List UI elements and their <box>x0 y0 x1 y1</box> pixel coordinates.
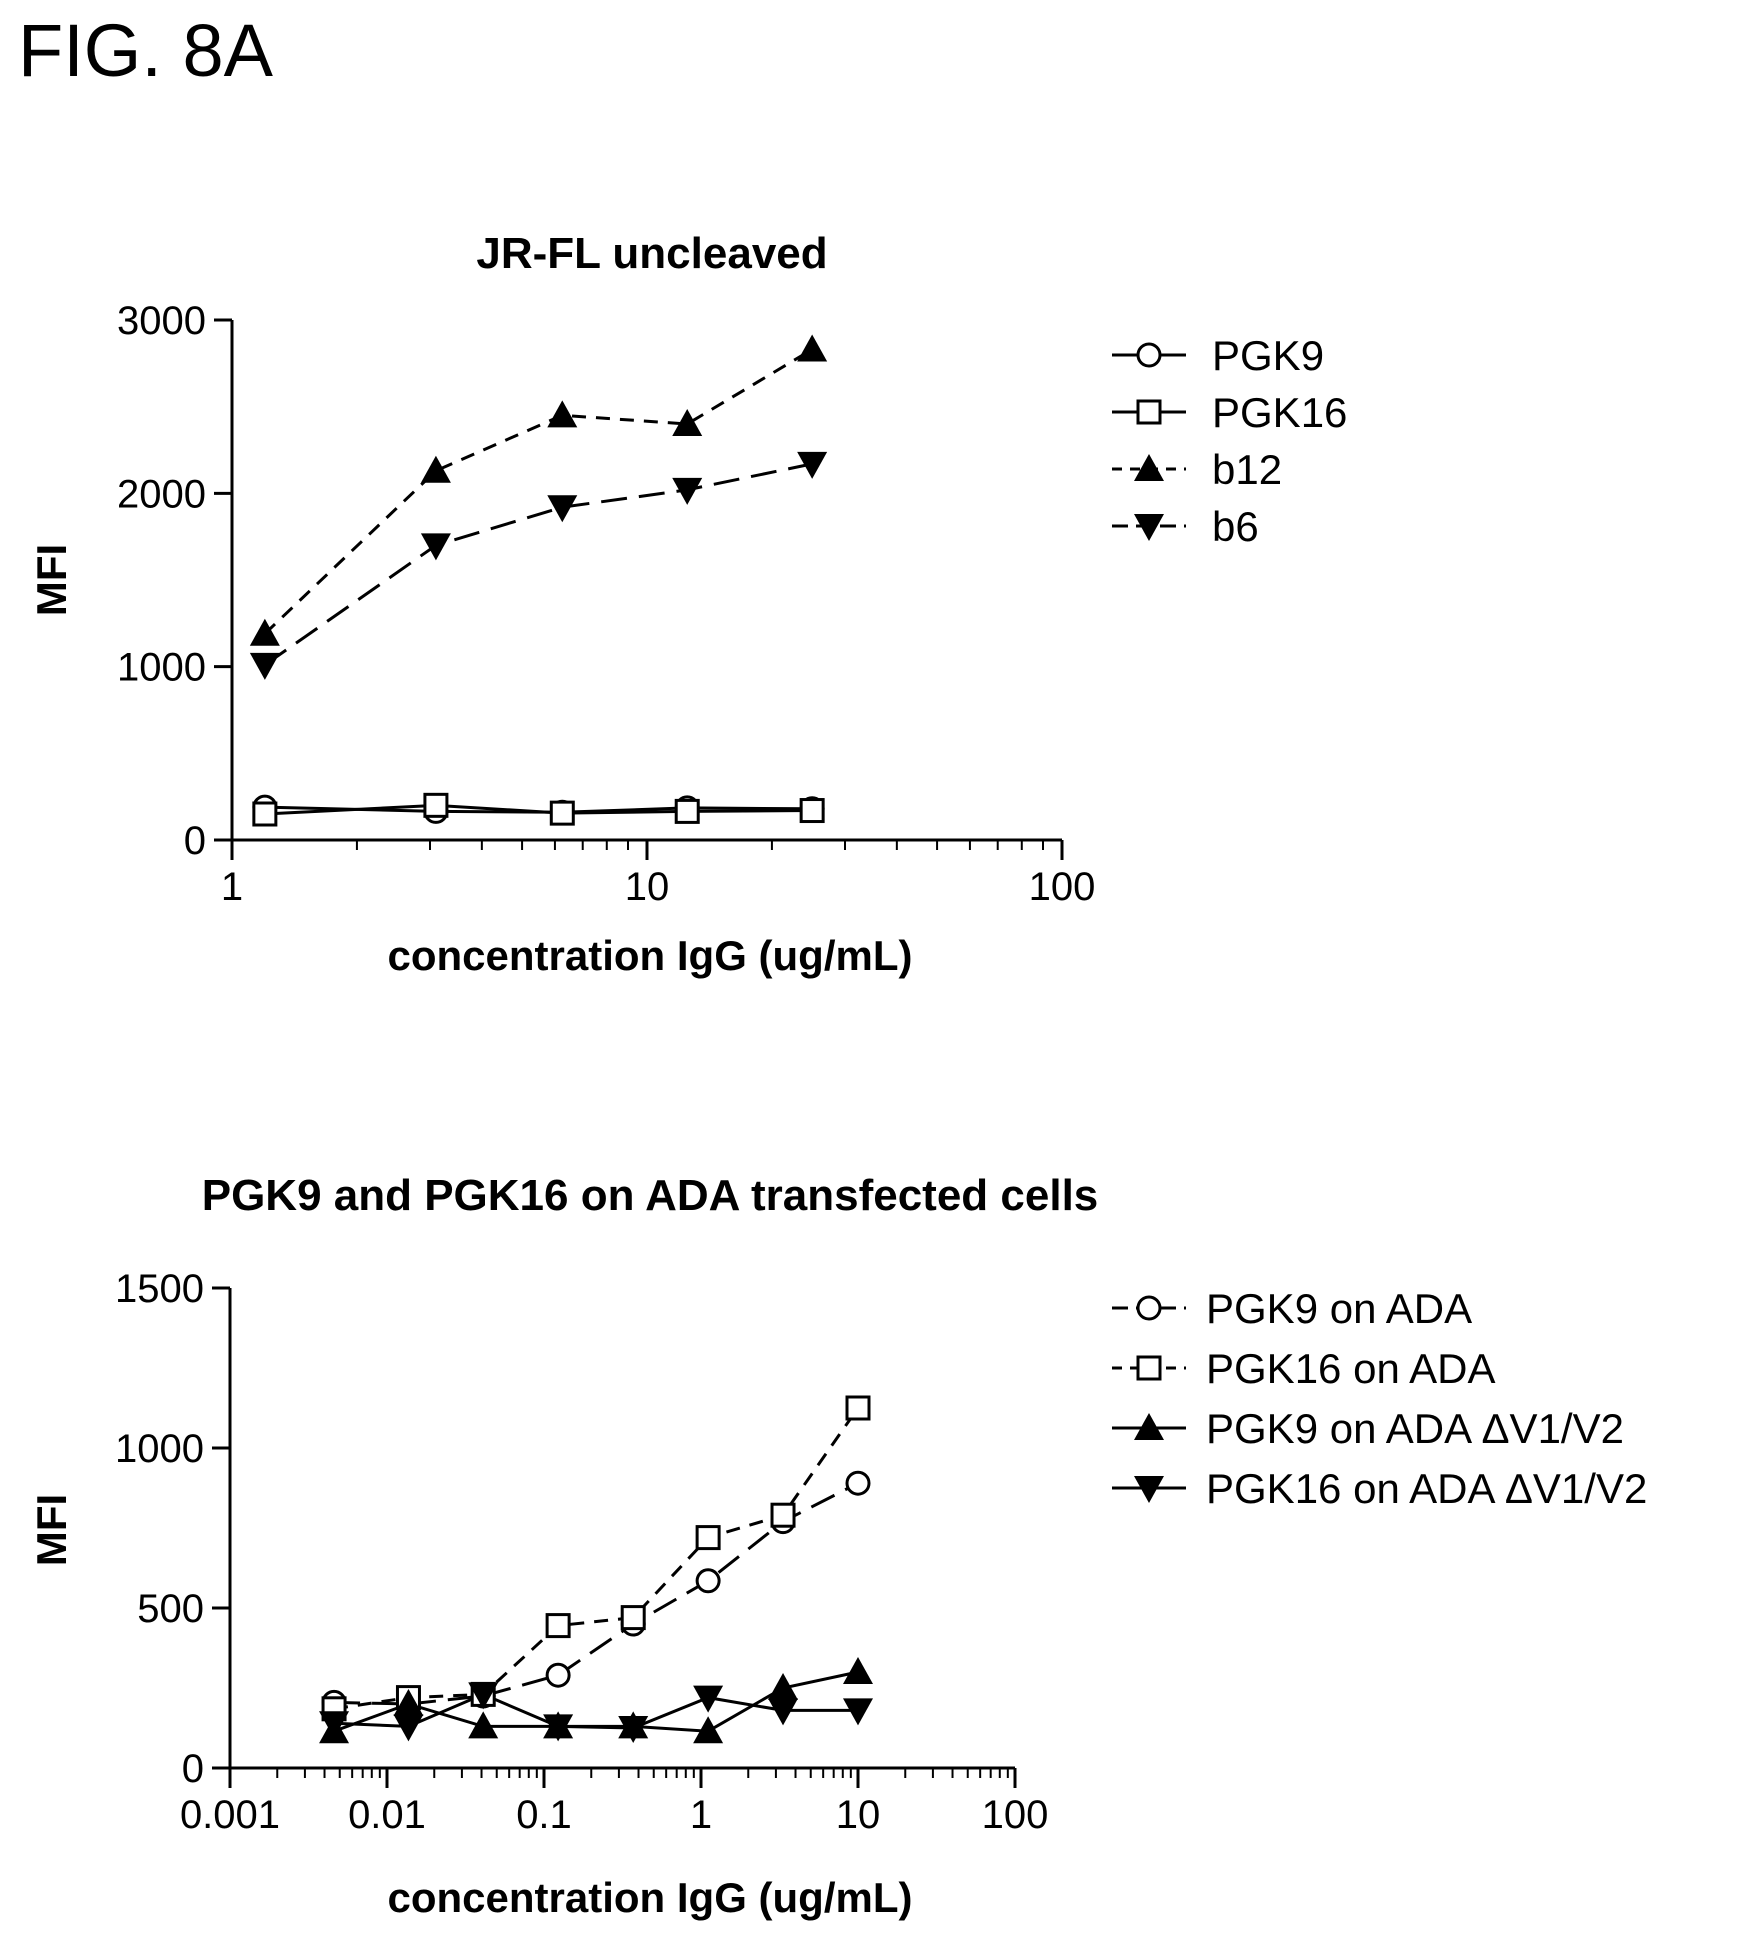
data-point-series-4 <box>618 1716 649 1743</box>
data-point-series-2 <box>252 801 278 827</box>
data-point-series-3 <box>672 409 703 436</box>
data-point-series-2 <box>549 800 575 826</box>
y-tick-label: 1500 <box>115 1267 204 1311</box>
data-point-series-1 <box>695 1568 721 1594</box>
x-tick-label: 0.001 <box>180 1793 280 1837</box>
y-tick-label: 3000 <box>117 299 206 343</box>
legend-label: b12 <box>1212 446 1282 493</box>
x-axis-label: concentration IgG (ug/mL) <box>388 932 913 979</box>
data-point-series-4 <box>543 1714 574 1742</box>
legend-marker <box>1134 514 1164 541</box>
legend-item-3: b12 <box>1112 446 1282 493</box>
data-point-series-4 <box>693 1685 724 1713</box>
legend-marker <box>1134 454 1164 481</box>
data-point-series-4 <box>393 1714 424 1742</box>
legend-marker <box>1136 342 1162 368</box>
x-tick-label: 10 <box>836 1793 881 1837</box>
x-tick-label: 0.1 <box>516 1793 572 1837</box>
figure-label: FIG. 8A <box>18 9 273 92</box>
legend-item-4: b6 <box>1112 503 1259 550</box>
series-line-3 <box>263 348 813 635</box>
data-point-series-3 <box>693 1716 724 1744</box>
data-point-series-3 <box>393 1689 424 1716</box>
series-line-4 <box>264 462 813 667</box>
legend-label: b6 <box>1212 503 1259 550</box>
data-point-series-2 <box>845 1395 871 1421</box>
data-point-series-4 <box>420 533 451 561</box>
legend-label: PGK9 <box>1212 332 1324 379</box>
data-point-series-2 <box>674 798 700 824</box>
legend-item-2: PGK16 <box>1112 389 1347 436</box>
x-tick-label: 100 <box>1029 865 1096 909</box>
x-axis-label: concentration IgG (ug/mL) <box>388 1874 913 1921</box>
x-tick-label: 10 <box>625 865 670 909</box>
data-point-series-3 <box>797 334 828 362</box>
y-tick-label: 1000 <box>117 646 206 690</box>
chart-1: JR-FL uncleaved concentration IgG (ug/mL)… <box>28 229 1347 979</box>
chart-2: PGK9 and PGK16 on ADA transfected cells c… <box>28 1171 1647 1921</box>
legend-item-3: PGK9 on ADA ΔV1/V2 <box>1112 1405 1624 1452</box>
y-tick-label: 0 <box>184 819 206 863</box>
x-tick-label: 1 <box>221 865 243 909</box>
data-point-series-3 <box>547 400 578 428</box>
data-point-series-2 <box>620 1605 646 1631</box>
legend-label: PGK16 <box>1212 389 1347 436</box>
data-point-series-4 <box>768 1698 799 1726</box>
legend-label: PGK16 on ADA ΔV1/V2 <box>1206 1465 1647 1512</box>
y-axis-label: MFI <box>28 1494 75 1566</box>
legend-label: PGK9 on ADA ΔV1/V2 <box>1206 1405 1624 1452</box>
series-line-4 <box>333 1692 858 1730</box>
data-point-series-1 <box>845 1470 871 1496</box>
legend-marker <box>1136 1295 1162 1321</box>
data-point-series-1 <box>545 1662 571 1688</box>
data-point-series-4 <box>843 1698 873 1726</box>
y-tick-label: 1000 <box>115 1427 204 1471</box>
y-tick-label: 500 <box>137 1587 204 1631</box>
x-tick-label: 1 <box>690 1793 712 1837</box>
data-point-series-3 <box>468 1711 499 1739</box>
legend-item-4: PGK16 on ADA ΔV1/V2 <box>1112 1465 1647 1512</box>
y-tick-label: 0 <box>182 1747 204 1791</box>
x-tick-label: 100 <box>982 1793 1049 1837</box>
x-tick-label: 0.01 <box>348 1793 426 1837</box>
data-point-series-4 <box>249 652 280 680</box>
legend-label: PGK16 on ADA <box>1206 1345 1496 1392</box>
legend-item-1: PGK9 on ADA <box>1112 1285 1472 1332</box>
data-point-series-4 <box>672 477 703 505</box>
legend-marker <box>1134 1476 1164 1503</box>
chart-title: JR-FL uncleaved <box>476 229 827 278</box>
data-point-series-4 <box>468 1682 499 1710</box>
legend-marker <box>1134 1413 1164 1440</box>
data-point-series-2 <box>799 798 825 824</box>
data-point-series-4 <box>797 451 828 479</box>
data-point-series-4 <box>319 1711 350 1739</box>
data-point-series-3 <box>420 455 451 483</box>
data-point-series-2 <box>423 792 449 818</box>
data-point-series-2 <box>770 1502 796 1528</box>
legend-marker <box>1136 1355 1162 1381</box>
legend-item-1: PGK9 <box>1112 332 1324 379</box>
y-tick-label: 2000 <box>117 472 206 516</box>
data-point-series-3 <box>768 1673 799 1700</box>
data-point-series-3 <box>249 618 280 646</box>
legend-item-2: PGK16 on ADA <box>1112 1345 1496 1392</box>
legend-label: PGK9 on ADA <box>1206 1285 1472 1332</box>
legend-marker <box>1136 399 1162 425</box>
data-point-series-2 <box>695 1525 721 1551</box>
series-line-2 <box>264 803 813 816</box>
data-point-series-4 <box>547 495 578 523</box>
y-axis-label: MFI <box>28 544 75 616</box>
data-point-series-2 <box>545 1613 571 1639</box>
chart-title: PGK9 and PGK16 on ADA transfected cells <box>202 1171 1099 1220</box>
series-line-2 <box>333 1407 860 1711</box>
data-point-series-3 <box>843 1657 873 1684</box>
